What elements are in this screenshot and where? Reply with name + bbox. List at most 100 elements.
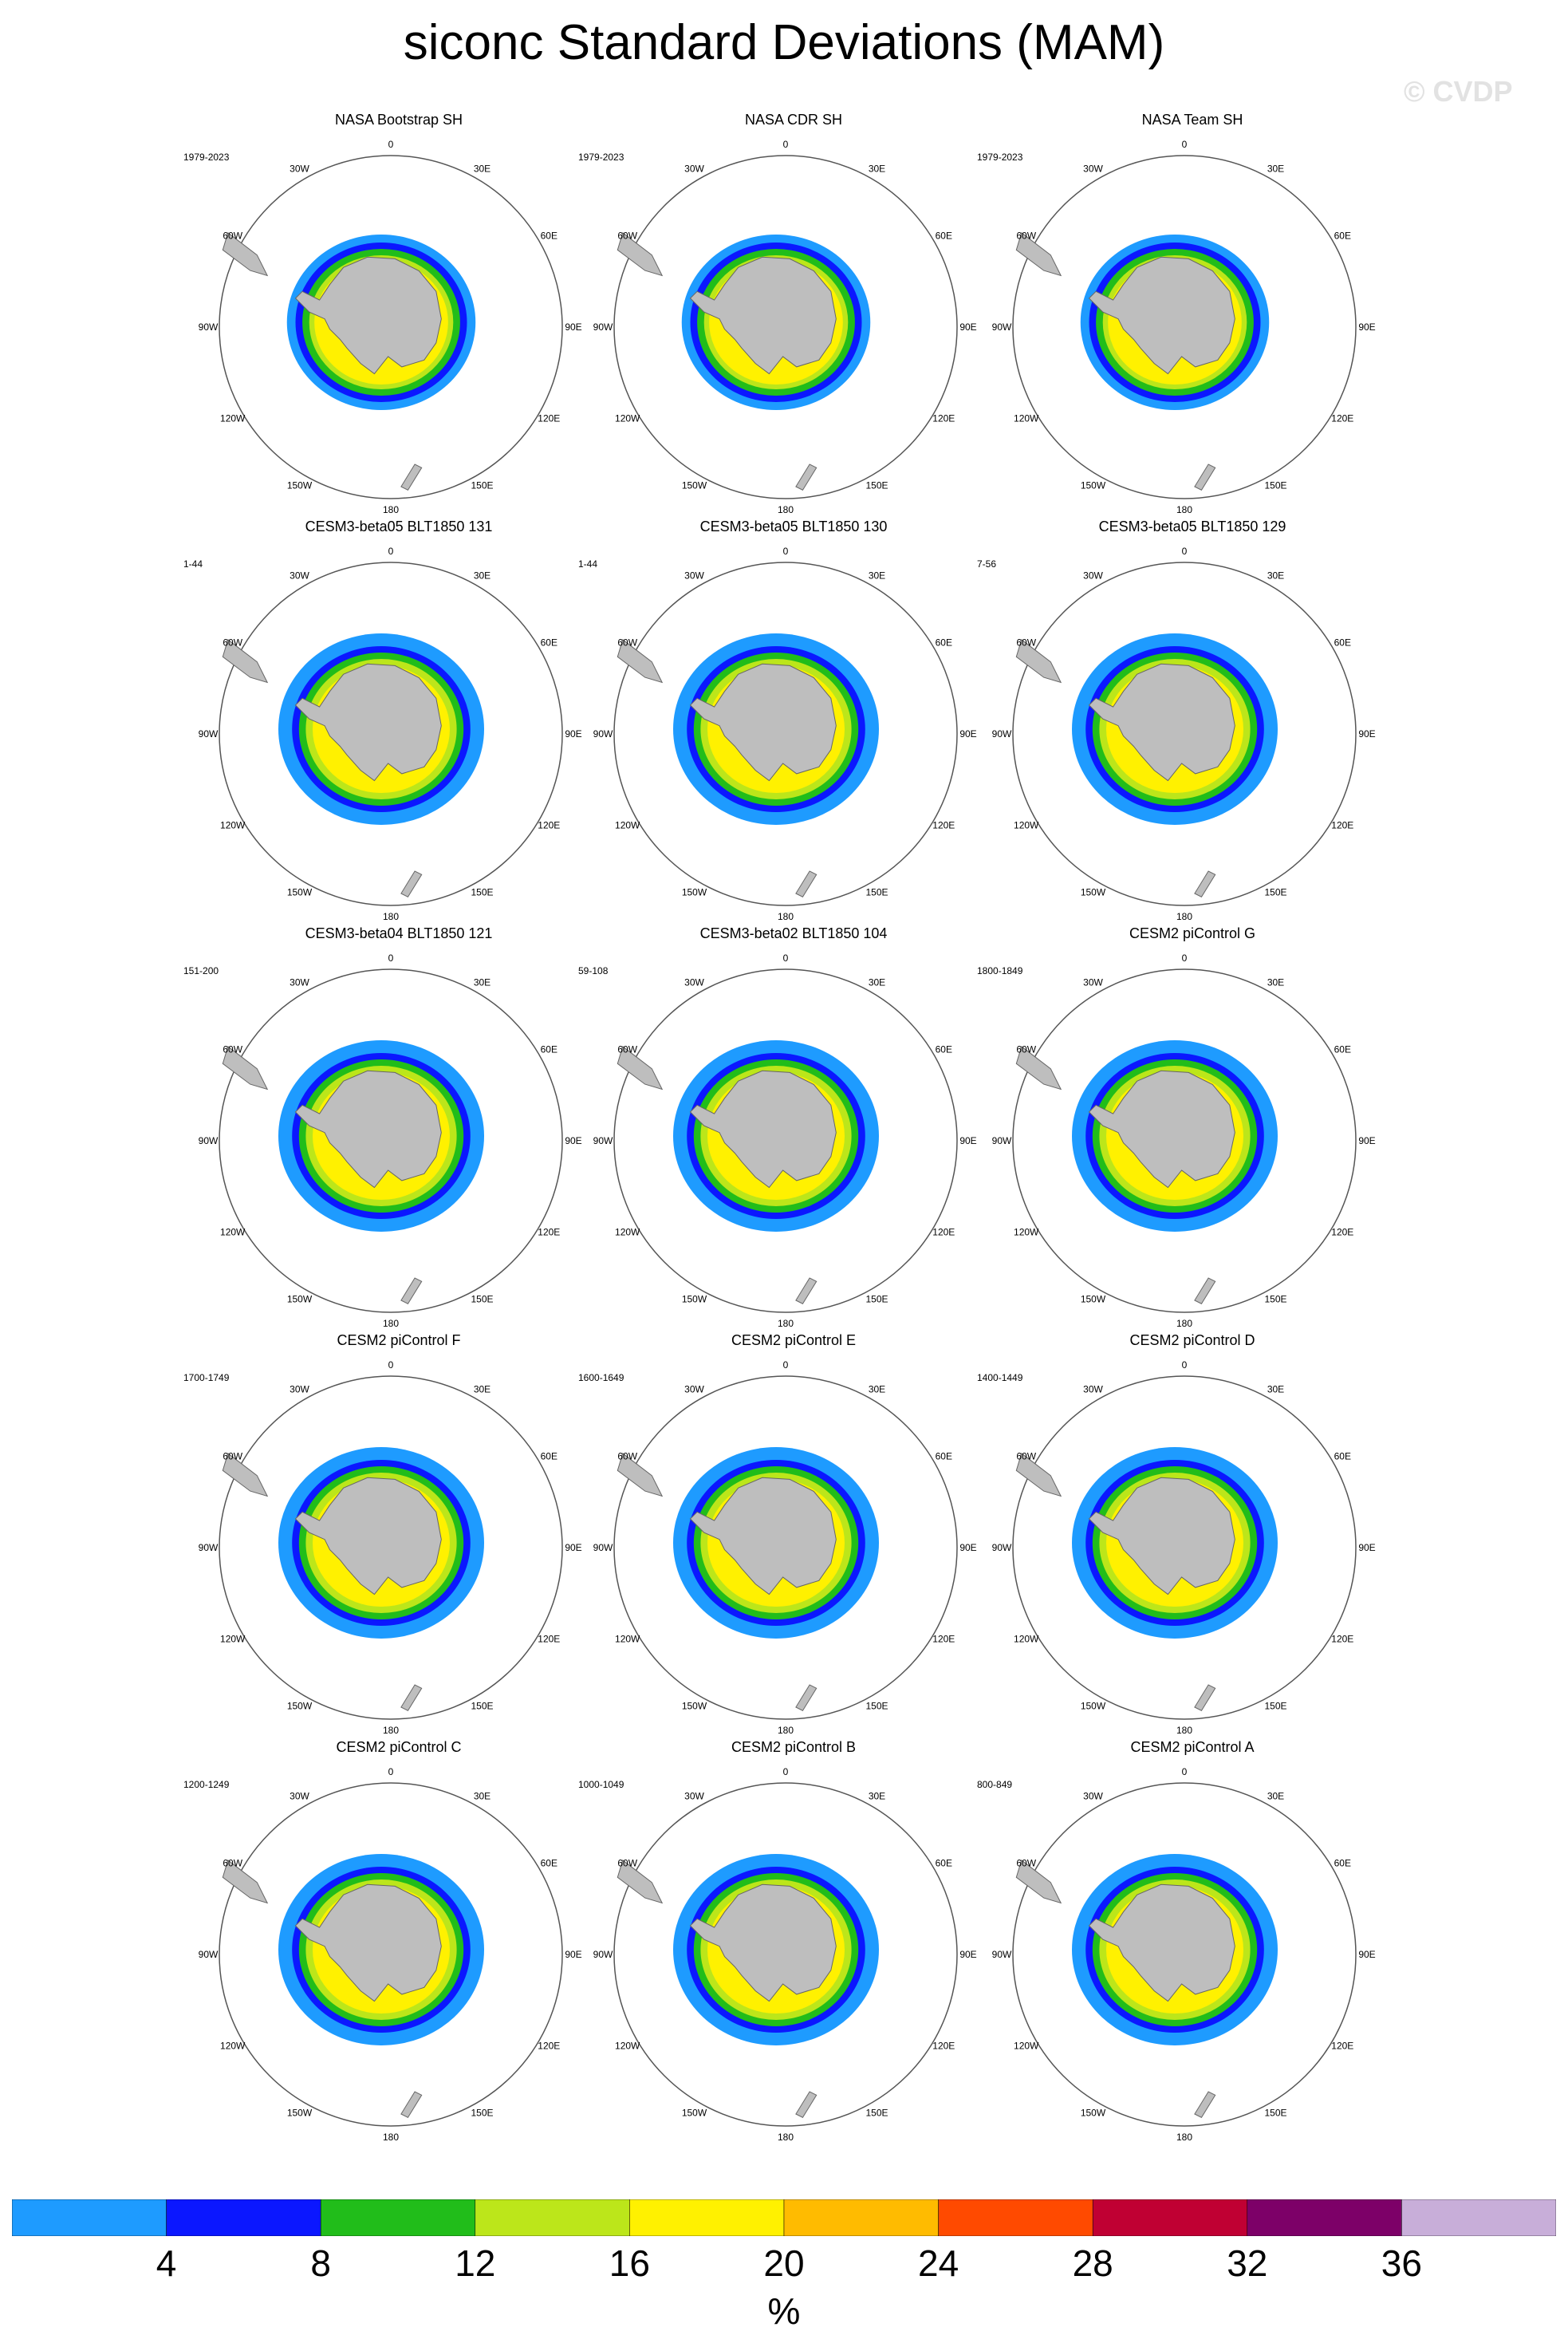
lon-label: 150W bbox=[287, 479, 313, 491]
lon-label: 30E bbox=[869, 1384, 885, 1395]
colorbar-swatch bbox=[1247, 2199, 1402, 2236]
lon-label: 90W bbox=[992, 1542, 1012, 1553]
panel-years: 1400-1449 bbox=[977, 1372, 1023, 1383]
antarctica-land bbox=[1088, 1070, 1235, 1189]
lon-label: 150E bbox=[1264, 479, 1286, 491]
polar-map: 0 30E 60E 90E 120E 150E 180 150W 120W 90W 60W 30W bbox=[992, 139, 1376, 515]
lon-label: 180 bbox=[383, 911, 399, 922]
lon-label: 90W bbox=[199, 321, 219, 333]
lon-label: 120E bbox=[1331, 2041, 1353, 2052]
lon-label: 60E bbox=[1334, 1451, 1351, 1462]
lon-label: 150E bbox=[1264, 2107, 1286, 2118]
lon-label: 90W bbox=[593, 321, 613, 333]
colorbar-tick-label: 12 bbox=[455, 2242, 496, 2284]
lon-label: 150W bbox=[287, 1700, 313, 1711]
antarctica-land bbox=[689, 256, 837, 375]
lon-label: 0 bbox=[388, 139, 394, 150]
lon-label: 180 bbox=[1176, 504, 1192, 515]
new-zealand-land bbox=[1194, 870, 1216, 897]
lon-label: 150E bbox=[471, 2107, 493, 2118]
south-america-land bbox=[1015, 1452, 1062, 1497]
lon-label: 90E bbox=[959, 1949, 976, 1960]
lon-label: 90E bbox=[959, 321, 976, 333]
lon-label: 180 bbox=[1176, 911, 1192, 922]
south-america-land bbox=[222, 231, 269, 277]
lon-label: 90E bbox=[565, 728, 581, 740]
panel-title: CESM2 piControl B bbox=[731, 1739, 857, 1755]
lon-label: 120E bbox=[538, 413, 560, 424]
lon-label: 120E bbox=[538, 1227, 560, 1238]
new-zealand-land bbox=[795, 1684, 817, 1711]
antarctica-land bbox=[689, 1070, 837, 1189]
antarctica-land bbox=[294, 1477, 442, 1595]
lon-label: 60W bbox=[223, 637, 242, 649]
panel-years: 1000-1049 bbox=[578, 1779, 624, 1790]
map-panel: 0 30E 60E 90E 120E 150E 180 150W 120W 90W 60W 30W NA… bbox=[953, 112, 1432, 519]
map-panel: 0 30E 60E 90E 120E 150E 180 150W 120W 90W 60W 30W CE… bbox=[160, 1739, 638, 2146]
colorbar-swatch bbox=[938, 2199, 1093, 2236]
lon-label: 60W bbox=[1016, 1044, 1036, 1055]
map-panel: 0 30E 60E 90E 120E 150E 180 150W 120W 90W 60W 30W CE… bbox=[953, 1739, 1432, 2146]
panel-years: 1979-2023 bbox=[578, 152, 624, 163]
lon-label: 90E bbox=[565, 1949, 581, 1960]
lon-label: 0 bbox=[1182, 546, 1188, 557]
panel-title: CESM3-beta04 BLT1850 121 bbox=[305, 925, 493, 941]
antarctica-land bbox=[1088, 663, 1235, 782]
lon-label: 30E bbox=[869, 977, 885, 988]
lon-label: 30E bbox=[869, 570, 885, 582]
panel-years: 1-44 bbox=[578, 558, 598, 570]
colorbar-swatch bbox=[1401, 2199, 1556, 2236]
polar-map: 0 30E 60E 90E 120E 150E 180 150W 120W 90W 60W 30W bbox=[199, 139, 582, 515]
lon-label: 30E bbox=[474, 1791, 490, 1802]
lon-label: 0 bbox=[783, 1359, 789, 1371]
lon-label: 30W bbox=[684, 977, 704, 988]
polar-map: 0 30E 60E 90E 120E 150E 180 150W 120W 90W 60W 30W bbox=[593, 953, 977, 1329]
antarctica-land bbox=[689, 1883, 837, 2002]
panel-title: CESM2 piControl A bbox=[1130, 1739, 1255, 1755]
antarctica-land bbox=[689, 663, 837, 782]
polar-map: 0 30E 60E 90E 120E 150E 180 150W 120W 90W 60W 30W bbox=[199, 953, 582, 1329]
lon-label: 120E bbox=[1331, 413, 1353, 424]
lon-label: 90E bbox=[959, 1542, 976, 1553]
lon-label: 150W bbox=[1081, 1700, 1106, 1711]
lon-label: 120E bbox=[932, 820, 955, 831]
lon-label: 150W bbox=[1081, 1293, 1106, 1304]
lon-label: 0 bbox=[783, 139, 789, 150]
colorbar-tick-label: 4 bbox=[156, 2242, 177, 2284]
new-zealand-land bbox=[1194, 463, 1216, 491]
lon-label: 150W bbox=[1081, 479, 1106, 491]
lon-label: 150E bbox=[865, 1293, 888, 1304]
lon-label: 150W bbox=[1081, 886, 1106, 897]
lon-label: 150W bbox=[682, 1700, 707, 1711]
polar-map: 0 30E 60E 90E 120E 150E 180 150W 120W 90W 60W 30W bbox=[199, 1766, 582, 2143]
lon-label: 60W bbox=[617, 1044, 637, 1055]
lon-label: 150W bbox=[682, 886, 707, 897]
map-panel: 0 30E 60E 90E 120E 150E 180 150W 120W 90W 60W 30W CE… bbox=[554, 519, 1033, 925]
lon-label: 120W bbox=[1014, 2041, 1039, 2052]
lon-label: 0 bbox=[1182, 1766, 1188, 1777]
colorbar-tick-label: 16 bbox=[609, 2242, 650, 2284]
lon-label: 90W bbox=[992, 1135, 1012, 1146]
map-panel: 0 30E 60E 90E 120E 150E 180 150W 120W 90W 60W 30W CE… bbox=[953, 1332, 1432, 1739]
lon-label: 90W bbox=[593, 1135, 613, 1146]
panel-title: CESM2 piControl G bbox=[1129, 925, 1256, 941]
lon-label: 120E bbox=[538, 2041, 560, 2052]
lon-label: 60W bbox=[223, 1044, 242, 1055]
south-america-land bbox=[1015, 638, 1062, 684]
lon-label: 90E bbox=[959, 728, 976, 740]
lon-label: 120W bbox=[615, 1634, 640, 1645]
polar-map: 0 30E 60E 90E 120E 150E 180 150W 120W 90W 60W 30W bbox=[593, 1766, 977, 2143]
lon-label: 150E bbox=[471, 886, 493, 897]
panel-title: CESM2 piControl F bbox=[337, 1332, 461, 1348]
lon-label: 30W bbox=[684, 570, 704, 582]
south-america-land bbox=[1015, 231, 1062, 277]
lon-label: 180 bbox=[1176, 1318, 1192, 1329]
map-panel: 0 30E 60E 90E 120E 150E 180 150W 120W 90W 60W 30W CE… bbox=[160, 1332, 638, 1739]
lon-label: 150E bbox=[1264, 1293, 1286, 1304]
lon-label: 60W bbox=[1016, 1451, 1036, 1462]
lon-label: 30E bbox=[1267, 164, 1284, 175]
lon-label: 120W bbox=[615, 820, 640, 831]
colorbar-tick-label: 36 bbox=[1381, 2242, 1422, 2284]
lon-label: 90W bbox=[593, 728, 613, 740]
lon-label: 150W bbox=[682, 1293, 707, 1304]
